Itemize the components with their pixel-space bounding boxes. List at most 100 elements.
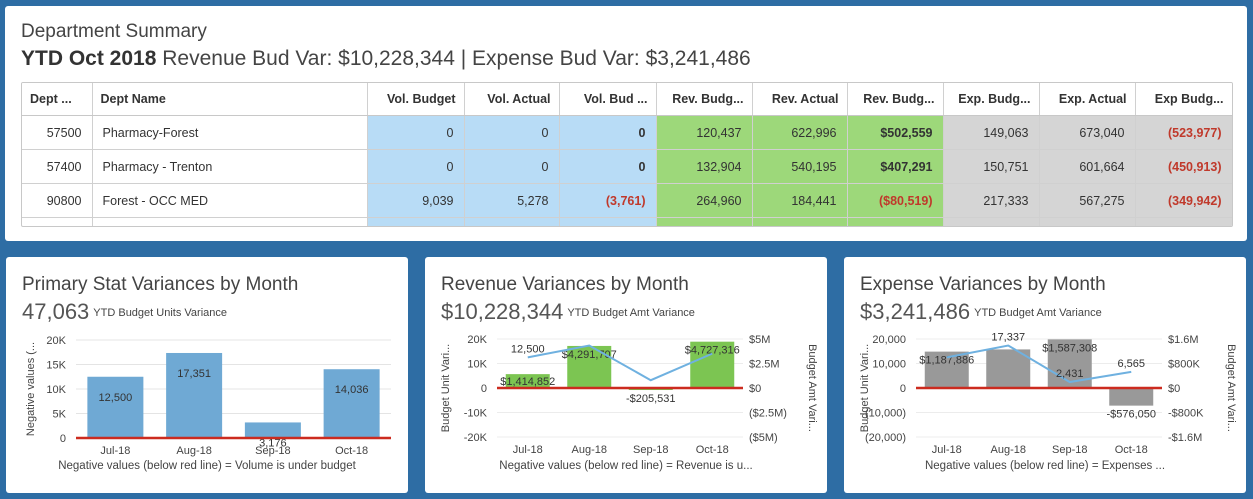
col-header-rev-bud-var[interactable]: Rev. Budg... [847, 83, 944, 116]
x-tick-label: Jul-18 [932, 444, 962, 456]
bar-data-label: $1,587,308 [1042, 342, 1097, 354]
y-tick-label: 15K [46, 360, 66, 372]
y2-tick-label: ($2.5M) [749, 408, 787, 420]
bar-data-label: $4,727,316 [685, 345, 740, 357]
y2-tick-label: $0 [749, 383, 761, 395]
bar [924, 351, 969, 388]
cell-rev-budget: 120,437 [656, 115, 753, 150]
chart-footer: Negative values (below red line) = Expen… [924, 460, 1166, 472]
x-tick-label: Aug-18 [991, 444, 1026, 456]
cell-vol-budget: 9,039 [367, 183, 465, 218]
line-data-label: 2,431 [1056, 368, 1084, 380]
col-header-exp-budget[interactable]: Exp. Budg... [943, 83, 1040, 116]
x-tick-label: Oct-18 [696, 444, 729, 456]
y-tick-label: 0 [60, 433, 66, 445]
y-tick-label: -20K [464, 432, 488, 444]
bar [244, 422, 301, 438]
table-row[interactable]: 57400 Pharmacy - Trenton 0 0 0 132,904 5… [22, 149, 1232, 184]
bar [986, 349, 1031, 388]
x-tick-label: Sep-18 [1052, 444, 1087, 456]
y-tick-label: 20K [46, 335, 66, 347]
chart-kpi: $10,228,344 YTD Budget Amt Variance [441, 299, 695, 325]
y2-tick-label: $0 [1168, 383, 1180, 395]
y2-tick-label: ($5M) [749, 432, 778, 444]
col-header-rev-actual[interactable]: Rev. Actual [752, 83, 848, 116]
y2-tick-label: $2.5M [749, 359, 780, 371]
cell-exp-budget: 149,063 [943, 115, 1040, 150]
cell-vol-bud-var: 0 [559, 115, 657, 150]
cell-rev-budget: 264,960 [656, 183, 753, 218]
x-tick-label: Oct-18 [1115, 444, 1148, 456]
ytd-label: YTD Oct 2018 [21, 47, 157, 70]
cell-exp-bud-var: (450,913) [1135, 149, 1232, 184]
y-axis-label: Negative values (... [25, 342, 37, 436]
revenue-chart: 20K 10K 0 -10K -20K $5M $2.5M $0 ($2.5M) ($5M) $1,… [440, 334, 818, 456]
table-row[interactable]: 57500 Pharmacy-Forest 0 0 0 120,437 622,… [22, 115, 1232, 150]
col-header-rev-budget[interactable]: Rev. Budg... [656, 83, 753, 116]
x-tick-label: Jul-18 [513, 444, 543, 456]
chart-title: Revenue Variances by Month [441, 274, 689, 295]
y2-tick-label: $5M [749, 334, 770, 346]
col-header-exp-actual[interactable]: Exp. Actual [1039, 83, 1136, 116]
y2-tick-label: -$800K [1168, 408, 1204, 420]
primary-stat-chart: 20K 15K 10K 5K 0 12,500 Jul-18 17,351 Aug-18 3,17… [25, 335, 391, 457]
cell-vol-budget: 0 [367, 115, 465, 150]
cell-rev-bud-var: $407,291 [847, 149, 944, 184]
series-line [946, 344, 1132, 384]
line-data-label: 6,565 [1117, 358, 1145, 370]
y-tick-label: 20,000 [872, 334, 906, 346]
y-tick-label: -10K [464, 408, 488, 420]
y2-axis-label: Budget Amt Vari... [806, 344, 818, 432]
revenue-chart-panel: Revenue Variances by Month $10,228,344 YT… [425, 257, 827, 493]
bar [323, 369, 380, 438]
table-row[interactable]: 90800 Forest - OCC MED 9,039 5,278 (3,76… [22, 183, 1232, 218]
cell-rev-budget: 132,904 [656, 149, 753, 184]
header-row: Dept ... Dept Name Vol. Budget Vol. Actu… [22, 83, 1232, 116]
col-header-dept-name[interactable]: Dept Name [92, 83, 368, 116]
y-tick-label: 5K [53, 409, 67, 421]
cell-vol-actual: 5,278 [464, 183, 560, 218]
y-tick-label: 20K [467, 334, 487, 346]
kpi-value: 47,063 [22, 299, 90, 324]
col-header-vol-bud-var[interactable]: Vol. Bud ... [559, 83, 657, 116]
data-label: 17,351 [177, 368, 211, 380]
series-line [527, 344, 713, 382]
y-tick-label: 0 [900, 383, 906, 395]
x-tick-label: Sep-18 [255, 445, 290, 457]
cell-dept: 57500 [22, 115, 93, 150]
table-row-partial [22, 217, 1232, 226]
bar-data-label: $1,414,852 [500, 376, 555, 388]
y-tick-label: 10,000 [872, 359, 906, 371]
x-tick-label: Aug-18 [176, 445, 211, 457]
cell-dept-name: Forest - OCC MED [92, 183, 368, 218]
y2-tick-label: $800K [1168, 359, 1200, 371]
kpi-label: YTD Budget Units Variance [93, 307, 227, 319]
col-header-exp-bud-var[interactable]: Exp Budg... [1135, 83, 1232, 116]
cell-dept: 90800 [22, 183, 93, 218]
cell-exp-actual: 567,275 [1039, 183, 1136, 218]
col-header-vol-budget[interactable]: Vol. Budget [367, 83, 465, 116]
kpi-label: YTD Budget Amt Variance [567, 307, 695, 319]
y-tick-label: 0 [481, 383, 487, 395]
cell-exp-actual: 601,664 [1039, 149, 1136, 184]
cell-dept-name: Pharmacy-Forest [92, 115, 368, 150]
cell-rev-actual: 622,996 [752, 115, 848, 150]
data-label: 3,176 [259, 437, 287, 449]
cell-dept-name: Pharmacy - Trenton [92, 149, 368, 184]
ytd-summary: YTD Oct 2018 Revenue Bud Var: $10,228,34… [21, 47, 751, 71]
col-header-vol-actual[interactable]: Vol. Actual [464, 83, 560, 116]
department-grid[interactable]: Dept ... Dept Name Vol. Budget Vol. Actu… [21, 82, 1233, 227]
bar [690, 341, 735, 388]
kpi-label: YTD Budget Amt Variance [974, 307, 1102, 319]
kpi-value: $10,228,344 [441, 299, 564, 324]
chart-footer: Negative values (below red line) = Reven… [499, 460, 753, 472]
y-tick-label: (10,000) [865, 408, 906, 420]
cell-rev-bud-var: ($80,519) [847, 183, 944, 218]
y2-tick-label: -$1.6M [1168, 432, 1202, 444]
col-header-dept[interactable]: Dept ... [22, 83, 93, 116]
x-tick-label: Jul-18 [100, 445, 130, 457]
chart-kpi: $3,241,486 YTD Budget Amt Variance [860, 299, 1102, 325]
y2-axis-label: Budget Amt Vari... [1225, 344, 1237, 432]
bar [166, 352, 223, 438]
y-tick-label: 10K [46, 384, 66, 396]
